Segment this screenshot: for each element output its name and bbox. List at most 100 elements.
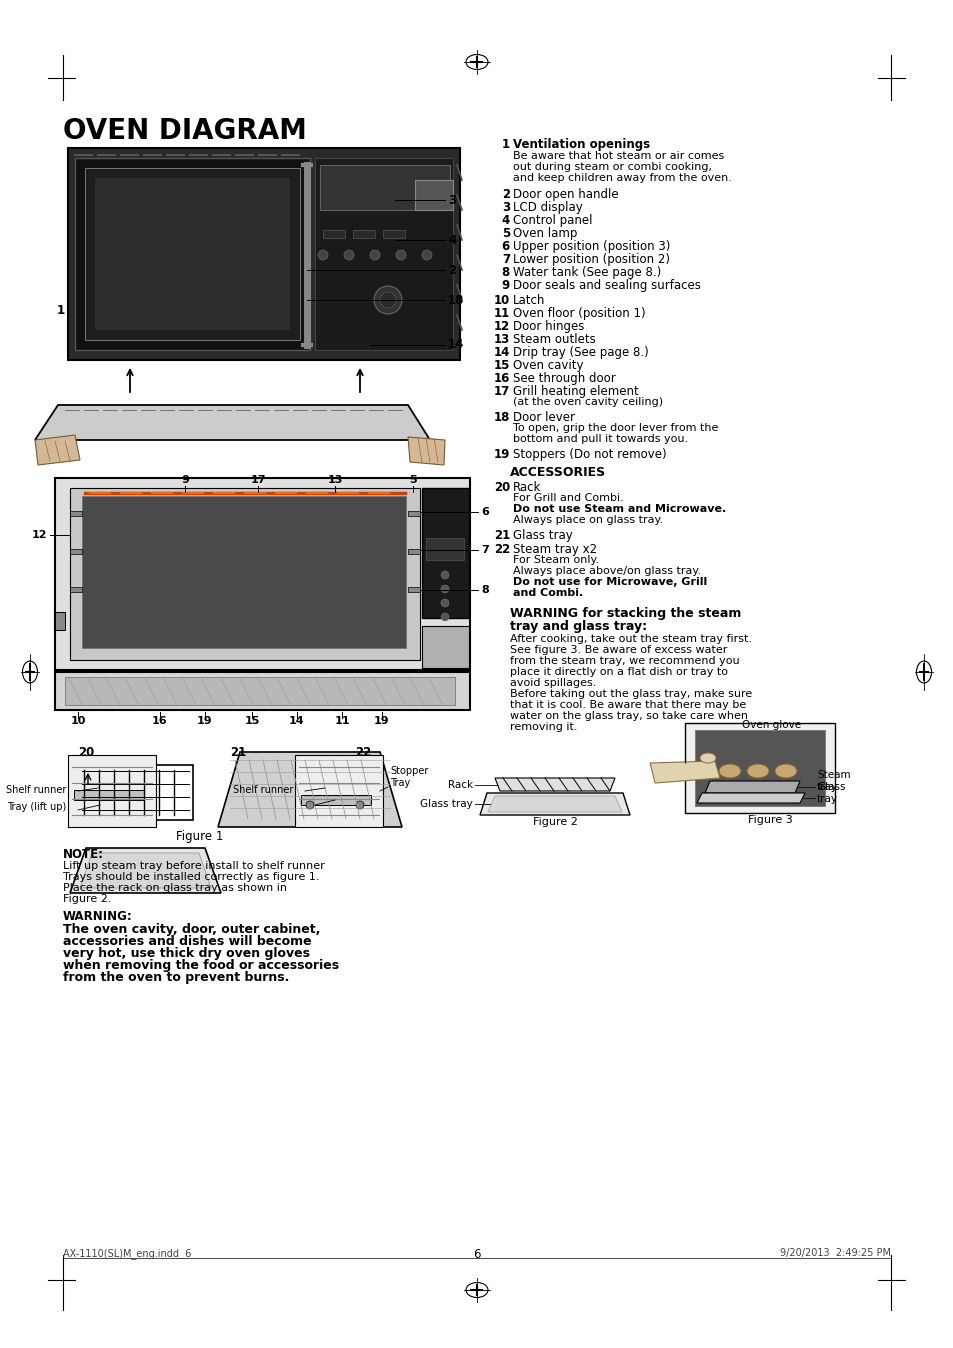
Text: out during steam or combi cooking,: out during steam or combi cooking, [513, 162, 711, 173]
Text: removing it.: removing it. [510, 723, 577, 732]
Text: 7: 7 [480, 545, 488, 555]
Circle shape [370, 249, 379, 260]
Circle shape [395, 249, 406, 260]
Text: Figure 1: Figure 1 [176, 830, 223, 842]
Circle shape [440, 585, 449, 593]
Text: Stoppers (Do not remove): Stoppers (Do not remove) [513, 448, 666, 461]
FancyBboxPatch shape [70, 511, 82, 516]
Text: 19: 19 [374, 716, 390, 727]
Text: Trays should be installed correctly as figure 1.: Trays should be installed correctly as f… [63, 872, 319, 882]
Circle shape [440, 599, 449, 607]
Text: 19: 19 [197, 716, 213, 727]
Text: tray and glass tray:: tray and glass tray: [510, 620, 646, 634]
Text: Steam
tray: Steam tray [816, 770, 850, 791]
Text: LCD display: LCD display [513, 201, 582, 214]
Text: Shelf runner: Shelf runner [6, 785, 66, 795]
FancyBboxPatch shape [65, 677, 455, 705]
Text: Oven glove: Oven glove [741, 720, 801, 731]
Text: Door seals and sealing surfaces: Door seals and sealing surfaces [513, 279, 700, 293]
Text: 5: 5 [409, 474, 416, 485]
FancyBboxPatch shape [68, 148, 459, 360]
Text: Do not use Steam and Microwave.: Do not use Steam and Microwave. [513, 504, 725, 514]
Text: 6: 6 [480, 507, 488, 518]
Text: See figure 3. Be aware of excess water: See figure 3. Be aware of excess water [510, 644, 726, 655]
Text: Figure 2: Figure 2 [532, 817, 577, 828]
Text: 15: 15 [493, 359, 510, 372]
Text: 9/20/2013  2:49:25 PM: 9/20/2013 2:49:25 PM [780, 1248, 890, 1258]
Text: Lift up steam tray before install to shelf runner: Lift up steam tray before install to she… [63, 861, 324, 871]
Text: 1: 1 [501, 137, 510, 151]
Text: 4: 4 [501, 214, 510, 226]
Text: 9: 9 [181, 474, 189, 485]
Text: To open, grip the door lever from the: To open, grip the door lever from the [513, 423, 718, 433]
FancyBboxPatch shape [695, 731, 824, 806]
Text: Upper position (position 3): Upper position (position 3) [513, 240, 670, 253]
Text: 8: 8 [501, 266, 510, 279]
Text: WARNING:: WARNING: [63, 910, 132, 923]
FancyBboxPatch shape [55, 479, 470, 670]
Text: very hot, use thick dry oven gloves: very hot, use thick dry oven gloves [63, 948, 310, 960]
Polygon shape [35, 404, 430, 439]
Text: 15: 15 [244, 716, 259, 727]
Text: that it is cool. Be aware that there may be: that it is cool. Be aware that there may… [510, 700, 745, 710]
FancyBboxPatch shape [85, 168, 299, 340]
Text: 16: 16 [493, 372, 510, 386]
Polygon shape [35, 435, 80, 465]
Text: 17: 17 [494, 386, 510, 398]
Text: Before taking out the glass tray, make sure: Before taking out the glass tray, make s… [510, 689, 752, 700]
Polygon shape [80, 853, 211, 888]
Text: Oven lamp: Oven lamp [513, 226, 577, 240]
Circle shape [379, 293, 395, 307]
Text: Figure 2.: Figure 2. [63, 894, 112, 905]
Polygon shape [55, 673, 470, 710]
Polygon shape [479, 793, 629, 816]
Text: Figure 3: Figure 3 [747, 816, 792, 825]
Text: Glass
tray: Glass tray [816, 782, 844, 803]
Text: The oven cavity, door, outer cabinet,: The oven cavity, door, outer cabinet, [63, 923, 320, 936]
Text: Always place above/on glass tray.: Always place above/on glass tray. [513, 566, 700, 576]
Ellipse shape [746, 764, 768, 778]
FancyBboxPatch shape [314, 158, 453, 350]
FancyBboxPatch shape [74, 790, 144, 799]
Circle shape [317, 249, 328, 260]
FancyBboxPatch shape [415, 181, 453, 210]
Text: Steam tray x2: Steam tray x2 [513, 543, 597, 555]
Text: Shelf runner: Shelf runner [233, 785, 293, 795]
Text: Rack: Rack [513, 481, 540, 493]
Polygon shape [408, 437, 444, 465]
Text: Glass tray: Glass tray [420, 799, 473, 809]
FancyBboxPatch shape [70, 488, 419, 661]
Text: Do not use for Microwave, Grill: Do not use for Microwave, Grill [513, 577, 706, 586]
FancyBboxPatch shape [421, 488, 469, 617]
Text: place it directly on a flat dish or tray to: place it directly on a flat dish or tray… [510, 667, 727, 677]
Text: 22: 22 [494, 543, 510, 555]
Polygon shape [495, 778, 615, 791]
Text: avoid spillages.: avoid spillages. [510, 678, 596, 687]
Text: 10: 10 [71, 716, 86, 727]
Text: from the oven to prevent burns.: from the oven to prevent burns. [63, 971, 289, 984]
Text: (at the oven cavity ceiling): (at the oven cavity ceiling) [513, 398, 662, 407]
FancyBboxPatch shape [68, 755, 156, 828]
Text: 20: 20 [78, 745, 94, 759]
Text: Tray (lift up): Tray (lift up) [7, 802, 66, 811]
FancyBboxPatch shape [408, 586, 419, 592]
Text: Be aware that hot steam or air comes: Be aware that hot steam or air comes [513, 151, 723, 160]
Text: 21: 21 [494, 528, 510, 542]
Text: 13: 13 [327, 474, 342, 485]
Text: and Combi.: and Combi. [513, 588, 582, 599]
Polygon shape [704, 780, 800, 793]
Text: 7: 7 [501, 253, 510, 266]
Text: 18: 18 [448, 294, 464, 306]
Text: Drip tray (See page 8.): Drip tray (See page 8.) [513, 346, 648, 359]
Text: 10: 10 [494, 294, 510, 307]
Circle shape [374, 286, 401, 314]
Text: Door lever: Door lever [513, 411, 575, 425]
Text: 16: 16 [152, 716, 168, 727]
Text: WARNING for stacking the steam: WARNING for stacking the steam [510, 607, 740, 620]
Text: 13: 13 [494, 333, 510, 346]
Text: Always place on glass tray.: Always place on glass tray. [513, 515, 662, 524]
FancyBboxPatch shape [55, 612, 65, 630]
Circle shape [355, 801, 364, 809]
FancyBboxPatch shape [408, 549, 419, 554]
Text: Latch: Latch [513, 294, 545, 307]
